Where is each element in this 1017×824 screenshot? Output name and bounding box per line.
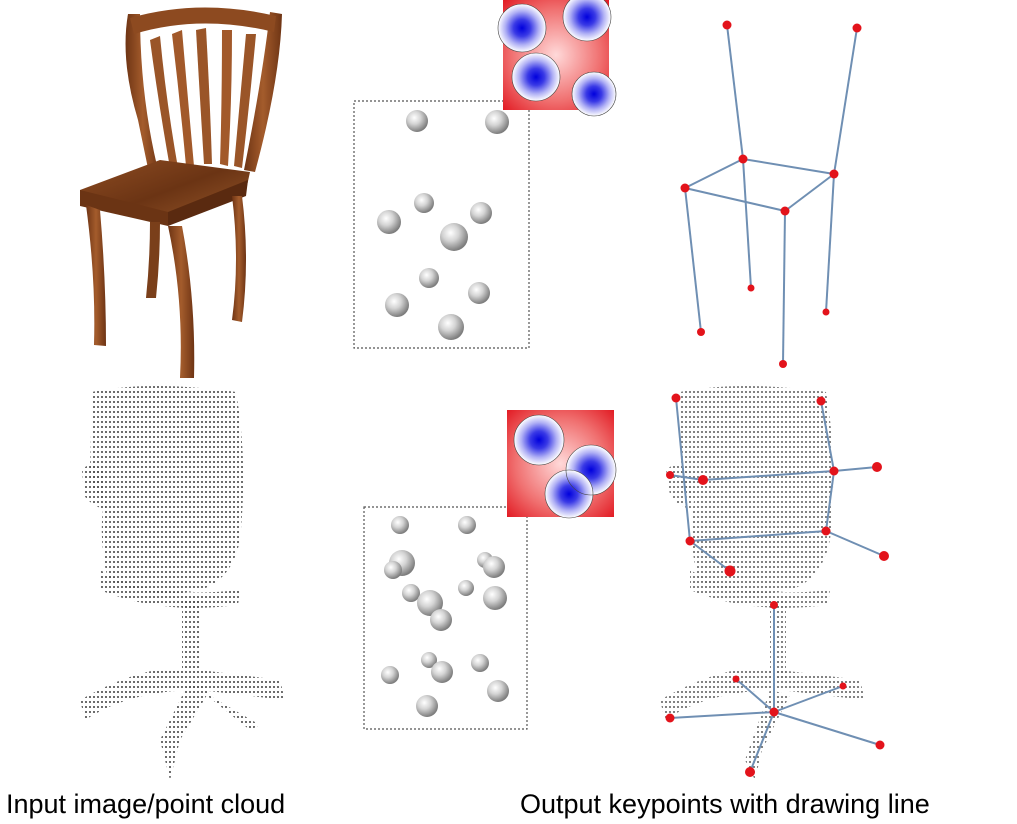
skeleton-lines bbox=[684, 24, 858, 365]
office-chair-point-cloud bbox=[80, 386, 285, 780]
wooden-chair-image bbox=[80, 7, 282, 378]
gaussian-heatmap bbox=[497, 0, 617, 117]
skeleton-lines bbox=[669, 397, 885, 773]
gray-spheres bbox=[381, 516, 509, 717]
gaussian-heatmap bbox=[507, 410, 617, 519]
gray-spheres bbox=[377, 110, 509, 340]
dotted-frame bbox=[353, 100, 530, 349]
bottom-sphere-panel bbox=[363, 410, 617, 730]
input-caption: Input image/point cloud bbox=[6, 789, 286, 819]
top-sphere-panel bbox=[353, 0, 617, 349]
keypoints bbox=[680, 20, 862, 368]
office-chair-point-cloud-overlay bbox=[660, 386, 865, 780]
dotted-frame bbox=[363, 506, 528, 730]
chair-keypoint-skeleton bbox=[680, 20, 862, 368]
keypoints bbox=[665, 393, 889, 777]
office-chair-keypoints bbox=[660, 386, 889, 780]
output-caption: Output keypoints with drawing line bbox=[520, 789, 930, 819]
